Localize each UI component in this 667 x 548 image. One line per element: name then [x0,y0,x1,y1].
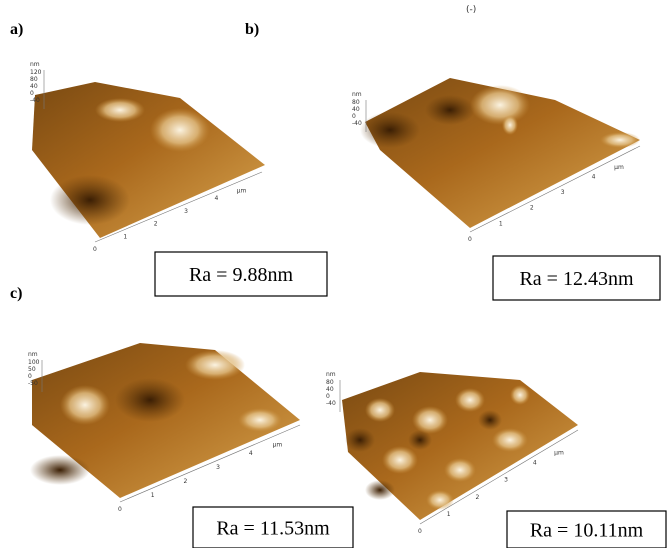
ra-value: Ra = 11.53nm [216,518,330,540]
x-tick-label: 2 [154,221,158,228]
z-tick-label: -40 [30,97,40,104]
x-tick-label: 0 [418,528,422,535]
z-unit: nm [326,371,336,378]
ra-value: Ra = 12.43nm [519,268,633,290]
x-tick-label: 2 [475,494,479,501]
surface-bump [185,350,245,380]
panel-label: b) [245,21,259,38]
z-tick-label: 40 [326,386,334,393]
panel-label: c) [10,285,22,302]
z-tick-label: 120 [30,69,42,76]
z-tick-label: 80 [30,76,38,83]
surface-bump [600,132,640,148]
surface-pit [115,378,185,422]
x-tick-label: 0 [93,246,97,253]
xy-unit: μm [237,187,247,194]
x-tick-label: 1 [499,220,503,227]
z-tick-label: 0 [28,373,32,380]
z-tick-label: 80 [352,99,360,106]
ra-value: Ra = 9.88nm [189,264,293,286]
surface-bump [412,406,448,434]
x-tick-label: 4 [249,450,253,457]
z-tick-label: -40 [352,120,362,127]
surface-bump [492,428,528,452]
surface-bump [510,385,530,405]
z-tick-label: 80 [326,379,334,386]
surface-bump [365,398,395,422]
ra-value: Ra = 10.11nm [530,520,644,542]
surface-bump [426,490,454,510]
surface-bump [455,388,485,412]
surface-pit [365,480,395,500]
z-tick-label: -40 [326,400,336,407]
z-tick-label: 40 [352,106,360,113]
surface-bump [382,446,418,474]
x-tick-label: 0 [468,236,472,243]
x-tick-label: 1 [123,233,127,240]
xy-unit: μm [554,449,564,456]
surface-bump [502,115,518,135]
x-tick-label: 2 [530,205,534,212]
z-tick-label: -50 [28,380,38,387]
surface-pit [360,112,420,148]
surface-bump [95,98,145,122]
surface-pit [50,175,130,225]
figure: (-) a)nm12080400-4001234μmRa = 9.88nmb)n… [0,0,667,548]
x-tick-label: 3 [504,477,508,484]
surface-bump [150,108,210,152]
x-tick-label: 4 [592,173,596,180]
surface-bump [238,408,282,432]
z-unit: nm [30,61,40,68]
surface-pit [345,428,375,452]
surface-pit [30,455,90,485]
x-tick-label: 4 [533,460,537,467]
surface-bump [60,385,110,425]
header-fragment: (-) [466,5,476,15]
surface-pit [425,95,475,125]
x-tick-label: 3 [216,464,220,471]
z-tick-label: 100 [28,359,40,366]
z-tick-label: 0 [326,393,330,400]
z-unit: nm [352,91,362,98]
x-tick-label: 1 [447,511,451,518]
xy-unit: μm [614,164,624,171]
surface-pit [478,410,502,430]
panel-label: a) [10,21,23,38]
x-tick-label: 3 [561,189,565,196]
z-tick-label: 0 [30,90,34,97]
x-tick-label: 1 [151,492,155,499]
x-tick-label: 3 [184,208,188,215]
z-tick-label: 0 [352,113,356,120]
surface-bump [470,85,530,125]
z-tick-label: 40 [30,83,38,90]
surface-bump [444,458,476,482]
z-tick-label: 50 [28,366,36,373]
x-tick-label: 2 [183,478,187,485]
xy-unit: μm [273,442,283,449]
x-tick-label: 0 [118,506,122,513]
z-unit: nm [28,351,38,358]
x-tick-label: 4 [214,195,218,202]
